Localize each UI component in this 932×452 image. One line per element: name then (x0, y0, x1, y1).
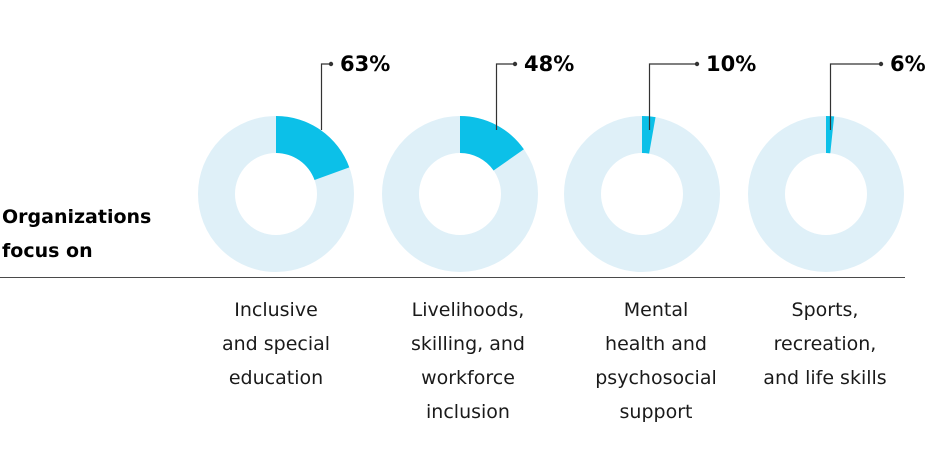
row-label: Organizations focus on (2, 200, 182, 268)
row-label-line-1: Organizations (2, 206, 152, 228)
category-label-line: workforce (421, 367, 515, 389)
category-label-line: support (619, 401, 693, 423)
donut-segment (826, 116, 835, 154)
leader-line (648, 63, 697, 130)
category-label-line: and life skills (763, 367, 887, 389)
category-label-line: education (228, 367, 324, 389)
category-label-line: recreation, (773, 333, 877, 355)
donut-segment (276, 116, 350, 180)
category-label-livelihoods: Livelihoods, skilling, and workforce inc… (378, 293, 558, 429)
category-label-sports: Sports, recreation, and life skills (735, 293, 915, 395)
leader-line (320, 63, 331, 130)
leader-dot (512, 61, 518, 67)
category-label-line: Inclusive (234, 299, 318, 321)
leader-dot (878, 61, 884, 67)
category-label-line: and special (221, 333, 331, 355)
leader-line (495, 63, 515, 130)
value-label: 10% (706, 52, 756, 76)
value-label: 63% (340, 52, 390, 76)
category-label-line: Mental (623, 299, 689, 321)
leader-dot (694, 61, 700, 67)
category-label-mental-health: Mental health and psychosocial support (566, 293, 746, 429)
category-label-line: skilling, and (411, 333, 525, 355)
category-label-education: Inclusive and special education (186, 293, 366, 395)
axis-divider (0, 277, 905, 278)
leader-line (829, 63, 881, 130)
value-label: 48% (524, 52, 574, 76)
value-label: 6% (890, 52, 926, 76)
category-label-line: Livelihoods, (411, 299, 525, 321)
row-label-line-2: focus on (2, 240, 93, 262)
leader-dot (328, 61, 334, 67)
category-label-line: psychosocial (595, 367, 717, 389)
donut-segment (460, 116, 524, 171)
category-label-line: inclusion (426, 401, 510, 423)
donut-segment (642, 116, 656, 154)
category-label-line: Sports, (791, 299, 859, 321)
category-label-line: health and (605, 333, 707, 355)
